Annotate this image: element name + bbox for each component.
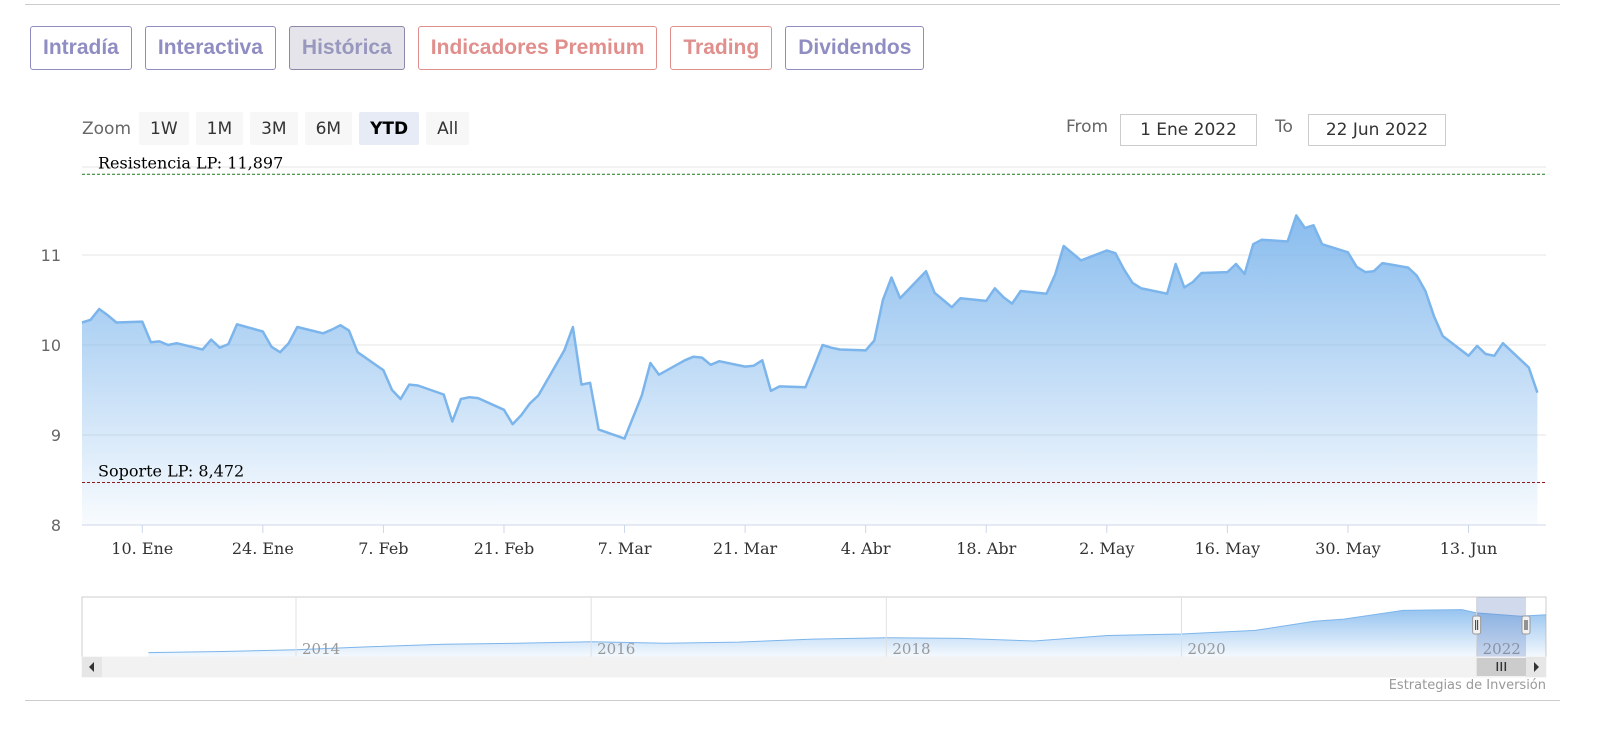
chart-series bbox=[81, 214, 1539, 525]
zoom-buttons: 1W 1M 3M 6M YTD All bbox=[139, 112, 470, 145]
zoom-ytd-button[interactable]: YTD bbox=[359, 112, 420, 145]
navigator-right-handle[interactable] bbox=[1521, 615, 1531, 635]
bottom-divider bbox=[25, 700, 1560, 701]
navigator[interactable]: 2014 2016 2018 2020 2022 bbox=[81, 596, 1547, 658]
tab-indicadores-premium[interactable]: Indicadores Premium bbox=[417, 26, 658, 70]
tab-intradia[interactable]: Intradía bbox=[30, 26, 132, 70]
from-label: From bbox=[1066, 117, 1109, 137]
tab-dividendos[interactable]: Dividendos bbox=[785, 26, 925, 70]
scroll-right-arrow-icon bbox=[1534, 662, 1539, 672]
x-tick-label: 7. Mar bbox=[598, 539, 652, 558]
x-tick-label: 7. Feb bbox=[358, 539, 408, 558]
tab-historica[interactable]: Histórica bbox=[288, 26, 405, 70]
navigator-year-label: 2022 bbox=[1483, 640, 1521, 658]
navigator-line bbox=[148, 609, 1547, 654]
navigator-area bbox=[148, 609, 1546, 657]
top-divider bbox=[25, 4, 1560, 5]
x-tick-label: 13. Jun bbox=[1440, 539, 1498, 558]
navigator-year-label: 2014 bbox=[302, 640, 340, 658]
handle-body bbox=[1472, 615, 1482, 635]
y-tick-label: 11 bbox=[41, 246, 61, 265]
tab-trading[interactable]: Trading bbox=[670, 26, 773, 70]
x-tick-label: 2. May bbox=[1079, 539, 1134, 558]
credit-text: Estrategias de Inversión bbox=[1388, 678, 1546, 693]
x-tick-label: 16. May bbox=[1195, 539, 1261, 558]
zoom-3m-button[interactable]: 3M bbox=[250, 112, 298, 145]
navigator-year-label: 2018 bbox=[892, 640, 930, 658]
support-label: Soporte LP: 8,472 bbox=[98, 462, 244, 481]
navigator-selection bbox=[1476, 597, 1526, 657]
handle-body bbox=[1521, 615, 1531, 635]
zoom-1w-button[interactable]: 1W bbox=[139, 112, 189, 145]
to-label: To bbox=[1275, 117, 1293, 137]
navigator-left-handle[interactable] bbox=[1472, 615, 1482, 635]
chart-level-lines: Resistencia LP: 11,897 Soporte LP: 8,472 bbox=[82, 153, 1546, 484]
y-tick-label: 8 bbox=[51, 516, 61, 535]
scrollbar[interactable] bbox=[81, 656, 1547, 678]
scrollbar-track bbox=[81, 656, 1547, 678]
zoom-all-button[interactable]: All bbox=[426, 112, 470, 145]
x-tick-label: 21. Mar bbox=[713, 539, 777, 558]
zoom-label: Zoom bbox=[82, 119, 132, 139]
from-date-input[interactable] bbox=[1120, 114, 1257, 146]
chart-axes: 8 9 10 11 10. Ene 24. Ene 7. Feb 21. Feb 7. Mar 2… bbox=[41, 246, 1546, 558]
scroll-left-arrow-icon bbox=[89, 662, 94, 672]
x-tick-label: 24. Ene bbox=[232, 539, 294, 558]
price-area bbox=[82, 215, 1538, 525]
price-line bbox=[81, 214, 1539, 440]
x-tick-label: 30. May bbox=[1315, 539, 1381, 558]
x-tick-label: 21. Feb bbox=[474, 539, 534, 558]
navigator-year-label: 2016 bbox=[597, 640, 635, 658]
navigator-year-label: 2020 bbox=[1187, 640, 1225, 658]
resistance-label: Resistencia LP: 11,897 bbox=[98, 153, 283, 172]
x-tick-label: 10. Ene bbox=[111, 539, 173, 558]
to-date-input[interactable] bbox=[1308, 114, 1446, 146]
zoom-6m-button[interactable]: 6M bbox=[304, 112, 353, 145]
y-tick-label: 10 bbox=[41, 336, 61, 355]
zoom-1m-button[interactable]: 1M bbox=[195, 112, 244, 145]
tab-bar: Intradía Interactiva Histórica Indicador… bbox=[30, 26, 925, 70]
tab-interactiva[interactable]: Interactiva bbox=[144, 26, 276, 70]
x-tick-label: 4. Abr bbox=[841, 539, 891, 558]
y-tick-label: 9 bbox=[51, 426, 61, 445]
x-tick-label: 18. Abr bbox=[956, 539, 1016, 558]
